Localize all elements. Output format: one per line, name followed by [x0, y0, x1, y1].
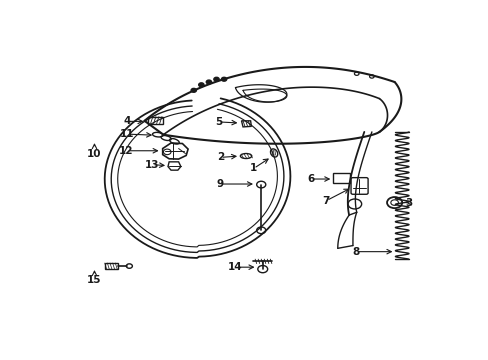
Circle shape: [221, 77, 226, 81]
Text: 6: 6: [307, 174, 314, 184]
Circle shape: [206, 80, 211, 84]
Circle shape: [198, 83, 203, 87]
Text: 1: 1: [249, 163, 257, 174]
Text: 8: 8: [352, 247, 359, 257]
Text: 12: 12: [119, 146, 133, 156]
Text: 10: 10: [87, 149, 102, 158]
Text: 11: 11: [120, 129, 134, 139]
Text: 14: 14: [228, 262, 242, 272]
Text: 5: 5: [214, 117, 222, 127]
Text: 9: 9: [216, 179, 224, 189]
Text: 3: 3: [405, 198, 412, 208]
Text: 4: 4: [123, 116, 131, 126]
Text: 15: 15: [87, 275, 102, 285]
Text: 13: 13: [144, 159, 159, 170]
Circle shape: [191, 89, 196, 92]
Circle shape: [213, 77, 219, 81]
Text: 7: 7: [322, 195, 329, 206]
Text: 2: 2: [216, 152, 224, 162]
